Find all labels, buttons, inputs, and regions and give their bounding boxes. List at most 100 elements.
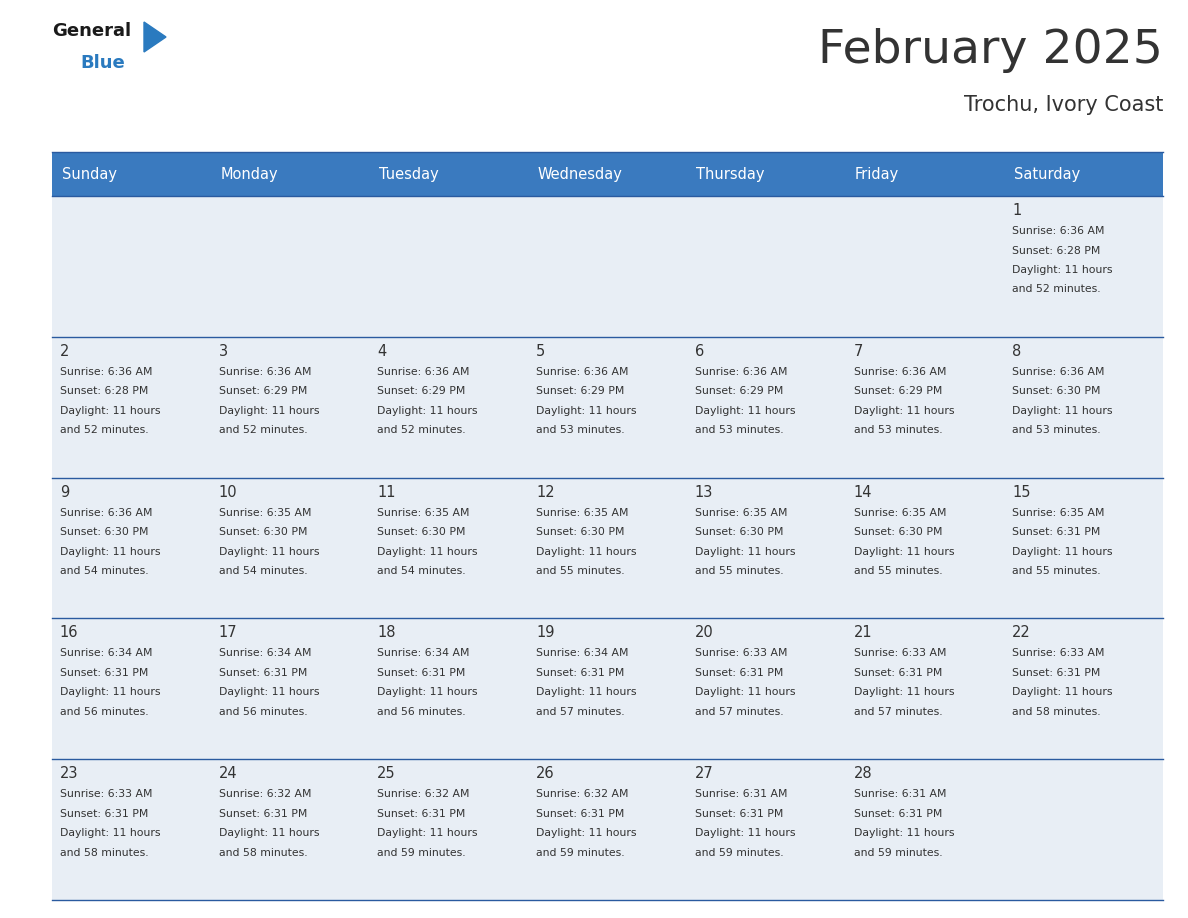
- Text: Sunset: 6:29 PM: Sunset: 6:29 PM: [695, 386, 783, 397]
- Text: Tuesday: Tuesday: [379, 166, 438, 182]
- Text: Daylight: 11 hours: Daylight: 11 hours: [536, 406, 637, 416]
- Text: and 59 minutes.: and 59 minutes.: [378, 847, 466, 857]
- Text: and 58 minutes.: and 58 minutes.: [219, 847, 308, 857]
- Text: 1: 1: [1012, 203, 1022, 218]
- Text: Sunrise: 6:34 AM: Sunrise: 6:34 AM: [536, 648, 628, 658]
- Text: 22: 22: [1012, 625, 1031, 641]
- Text: Monday: Monday: [220, 166, 278, 182]
- Text: Sunrise: 6:31 AM: Sunrise: 6:31 AM: [695, 789, 788, 800]
- Text: 6: 6: [695, 344, 704, 359]
- Text: Daylight: 11 hours: Daylight: 11 hours: [695, 688, 795, 698]
- Text: Daylight: 11 hours: Daylight: 11 hours: [536, 828, 637, 838]
- Bar: [687, 477, 846, 619]
- Text: 28: 28: [853, 767, 872, 781]
- Text: Daylight: 11 hours: Daylight: 11 hours: [853, 688, 954, 698]
- Text: and 55 minutes.: and 55 minutes.: [853, 566, 942, 577]
- Text: Daylight: 11 hours: Daylight: 11 hours: [853, 406, 954, 416]
- Text: Daylight: 11 hours: Daylight: 11 hours: [536, 546, 637, 556]
- Text: Sunrise: 6:34 AM: Sunrise: 6:34 AM: [378, 648, 470, 658]
- Bar: [369, 759, 529, 900]
- Text: 10: 10: [219, 485, 238, 499]
- Text: Sunrise: 6:35 AM: Sunrise: 6:35 AM: [219, 508, 311, 518]
- Bar: [52, 477, 210, 619]
- Text: Sunrise: 6:36 AM: Sunrise: 6:36 AM: [536, 367, 628, 376]
- Text: Wednesday: Wednesday: [538, 166, 623, 182]
- Text: Daylight: 11 hours: Daylight: 11 hours: [59, 406, 160, 416]
- Text: and 53 minutes.: and 53 minutes.: [1012, 425, 1101, 435]
- Text: Daylight: 11 hours: Daylight: 11 hours: [536, 688, 637, 698]
- Text: Daylight: 11 hours: Daylight: 11 hours: [378, 828, 478, 838]
- Text: Daylight: 11 hours: Daylight: 11 hours: [219, 828, 320, 838]
- Text: Sunrise: 6:36 AM: Sunrise: 6:36 AM: [695, 367, 788, 376]
- Text: 8: 8: [1012, 344, 1022, 359]
- Text: and 56 minutes.: and 56 minutes.: [219, 707, 308, 717]
- Text: Daylight: 11 hours: Daylight: 11 hours: [1012, 265, 1113, 275]
- Text: Sunrise: 6:35 AM: Sunrise: 6:35 AM: [853, 508, 946, 518]
- Text: Sunday: Sunday: [62, 166, 116, 182]
- Text: and 52 minutes.: and 52 minutes.: [59, 425, 148, 435]
- Text: Sunrise: 6:35 AM: Sunrise: 6:35 AM: [536, 508, 628, 518]
- Text: 9: 9: [59, 485, 69, 499]
- Text: and 56 minutes.: and 56 minutes.: [378, 707, 466, 717]
- Text: Daylight: 11 hours: Daylight: 11 hours: [1012, 546, 1113, 556]
- Bar: [210, 619, 369, 759]
- Text: and 58 minutes.: and 58 minutes.: [59, 847, 148, 857]
- Text: Sunset: 6:31 PM: Sunset: 6:31 PM: [536, 668, 625, 677]
- Bar: [1004, 759, 1163, 900]
- Text: and 58 minutes.: and 58 minutes.: [1012, 707, 1101, 717]
- Bar: [210, 759, 369, 900]
- Text: 21: 21: [853, 625, 872, 641]
- Text: Daylight: 11 hours: Daylight: 11 hours: [219, 546, 320, 556]
- Text: Friday: Friday: [855, 166, 899, 182]
- Text: Sunrise: 6:34 AM: Sunrise: 6:34 AM: [59, 648, 152, 658]
- Text: Daylight: 11 hours: Daylight: 11 hours: [378, 688, 478, 698]
- Text: Daylight: 11 hours: Daylight: 11 hours: [378, 546, 478, 556]
- Text: Trochu, Ivory Coast: Trochu, Ivory Coast: [963, 95, 1163, 115]
- Text: Sunrise: 6:36 AM: Sunrise: 6:36 AM: [1012, 226, 1105, 236]
- Bar: [369, 477, 529, 619]
- Bar: [52, 619, 210, 759]
- Text: Sunrise: 6:32 AM: Sunrise: 6:32 AM: [378, 789, 470, 800]
- Text: Sunrise: 6:36 AM: Sunrise: 6:36 AM: [853, 367, 946, 376]
- Bar: [1004, 619, 1163, 759]
- Text: Sunset: 6:31 PM: Sunset: 6:31 PM: [695, 668, 783, 677]
- Bar: [369, 337, 529, 477]
- Text: and 52 minutes.: and 52 minutes.: [219, 425, 308, 435]
- Text: and 53 minutes.: and 53 minutes.: [536, 425, 625, 435]
- Text: Sunrise: 6:36 AM: Sunrise: 6:36 AM: [59, 367, 152, 376]
- Text: 14: 14: [853, 485, 872, 499]
- Text: Sunset: 6:31 PM: Sunset: 6:31 PM: [695, 809, 783, 819]
- Bar: [1004, 196, 1163, 337]
- Text: and 53 minutes.: and 53 minutes.: [695, 425, 783, 435]
- Text: Sunset: 6:30 PM: Sunset: 6:30 PM: [1012, 386, 1101, 397]
- Bar: [529, 619, 687, 759]
- Text: Daylight: 11 hours: Daylight: 11 hours: [1012, 688, 1113, 698]
- Text: Sunset: 6:31 PM: Sunset: 6:31 PM: [219, 668, 307, 677]
- Bar: [369, 196, 529, 337]
- Text: Sunset: 6:31 PM: Sunset: 6:31 PM: [59, 809, 148, 819]
- Text: Sunrise: 6:33 AM: Sunrise: 6:33 AM: [853, 648, 946, 658]
- Text: Sunrise: 6:31 AM: Sunrise: 6:31 AM: [853, 789, 946, 800]
- Bar: [687, 337, 846, 477]
- Text: 19: 19: [536, 625, 555, 641]
- Text: Daylight: 11 hours: Daylight: 11 hours: [695, 546, 795, 556]
- Bar: [210, 337, 369, 477]
- Text: Sunset: 6:30 PM: Sunset: 6:30 PM: [695, 527, 783, 537]
- Text: Sunset: 6:31 PM: Sunset: 6:31 PM: [219, 809, 307, 819]
- Text: 26: 26: [536, 767, 555, 781]
- Text: General: General: [52, 22, 131, 40]
- Text: and 55 minutes.: and 55 minutes.: [1012, 566, 1101, 577]
- Bar: [846, 477, 1004, 619]
- Text: and 54 minutes.: and 54 minutes.: [378, 566, 466, 577]
- Text: Sunset: 6:31 PM: Sunset: 6:31 PM: [378, 809, 466, 819]
- Text: and 54 minutes.: and 54 minutes.: [219, 566, 308, 577]
- Bar: [52, 152, 210, 196]
- Text: Sunset: 6:28 PM: Sunset: 6:28 PM: [59, 386, 148, 397]
- Text: Sunset: 6:31 PM: Sunset: 6:31 PM: [1012, 668, 1100, 677]
- Text: Daylight: 11 hours: Daylight: 11 hours: [853, 546, 954, 556]
- Bar: [687, 759, 846, 900]
- Text: Daylight: 11 hours: Daylight: 11 hours: [695, 828, 795, 838]
- Bar: [846, 196, 1004, 337]
- Text: Sunrise: 6:36 AM: Sunrise: 6:36 AM: [378, 367, 470, 376]
- Text: Sunrise: 6:36 AM: Sunrise: 6:36 AM: [219, 367, 311, 376]
